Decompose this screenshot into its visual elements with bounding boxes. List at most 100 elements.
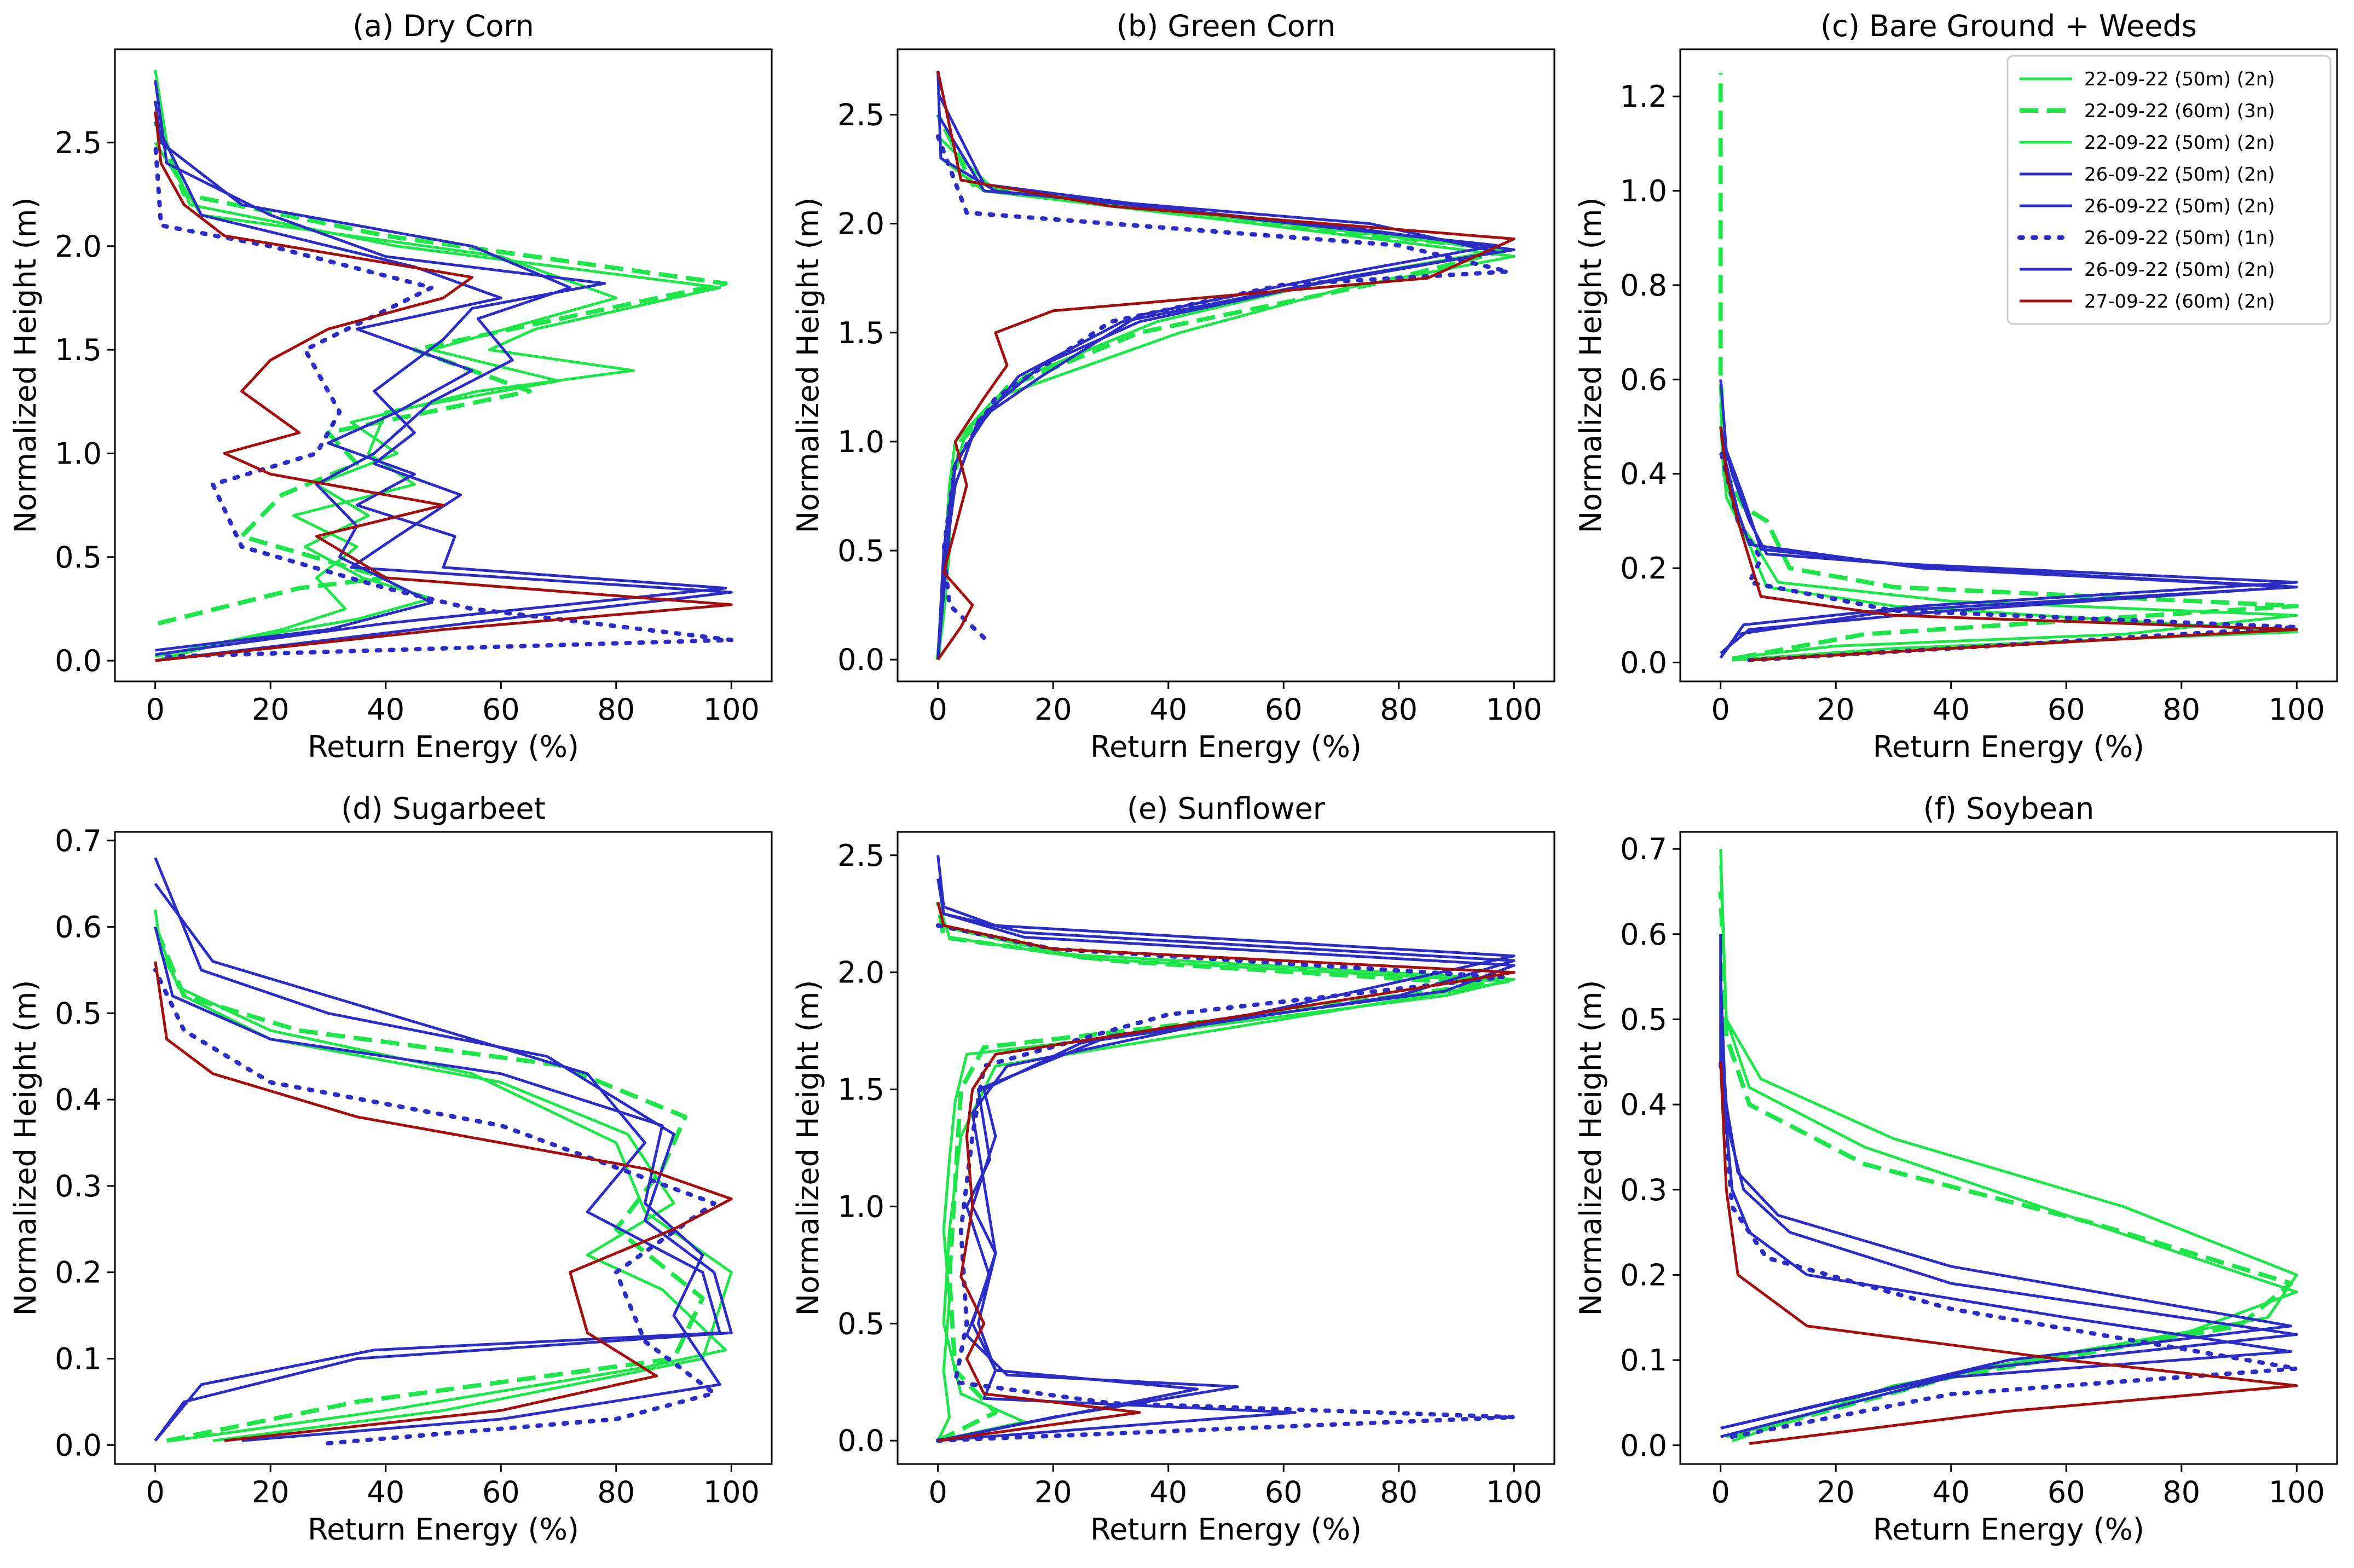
- x-tick-label: 80: [2162, 692, 2200, 727]
- series-line-5: [154, 883, 721, 1442]
- x-tick-label: 100: [1486, 1475, 1542, 1509]
- y-tick-label: 0.4: [1620, 457, 1667, 491]
- y-tick-label: 0.3: [55, 1169, 102, 1204]
- series-group: [153, 70, 734, 662]
- x-tick-label: 20: [1034, 1475, 1072, 1509]
- series-line-2: [1718, 891, 2293, 1439]
- y-tick-label: 0.2: [1620, 551, 1667, 586]
- y-tick-label: 0.5: [837, 534, 884, 568]
- x-tick-label: 100: [2269, 692, 2325, 727]
- x-tick-label: 40: [1932, 692, 1970, 727]
- legend-label: 26-09-22 (50m) (2n): [2084, 164, 2275, 186]
- y-tick-label: 0.3: [1620, 1173, 1667, 1207]
- series-line-7: [154, 926, 721, 1442]
- y-tick-label: 0.7: [1620, 832, 1667, 866]
- x-tick-label: 100: [703, 692, 760, 727]
- series-line-7: [154, 101, 572, 652]
- panel-title: (c) Bare Ground + Weeds: [1820, 9, 2197, 43]
- plot-frame: [1679, 48, 2338, 682]
- x-tick-label: 80: [1380, 692, 1418, 727]
- y-tick-label: 1.0: [55, 436, 102, 471]
- x-tick-label: 80: [597, 1475, 635, 1509]
- y-tick-label: 0.4: [55, 1083, 102, 1117]
- x-tick-label: 40: [367, 692, 404, 727]
- panel-6: 0 20 40 60 80 100 0.0 0.1 0.2 0.3 0.4 0.5 0.6 0.7 (f) …: [1574, 791, 2338, 1547]
- y-tick-label: 1.0: [837, 1189, 884, 1224]
- legend-box: [2006, 55, 2332, 325]
- series-line-6: [153, 968, 716, 1446]
- y-tick-label: 0.5: [55, 540, 102, 575]
- series-group: [935, 71, 1516, 661]
- y-tick-label: 1.5: [837, 1073, 884, 1107]
- x-tick-label: 40: [1149, 1475, 1187, 1509]
- series-line-3: [154, 142, 618, 658]
- x-tick-label: 20: [1817, 692, 1855, 727]
- x-tick-label: 0: [1711, 1475, 1730, 1509]
- x-tick-label: 40: [1149, 692, 1187, 727]
- x-axis-label: Return Energy (%): [1873, 1512, 2144, 1547]
- y-axis-label: Normalized Height (m): [791, 980, 825, 1316]
- y-tick-label: 2.0: [837, 207, 884, 241]
- series-line-7: [936, 92, 1499, 660]
- y-tick-label: 0.0: [837, 643, 884, 677]
- series-line-8: [936, 71, 1516, 661]
- x-tick-label: 20: [1034, 692, 1072, 727]
- panel-title: (a) Dry Corn: [352, 9, 534, 43]
- y-tick-label: 0.4: [1620, 1087, 1667, 1122]
- series-group: [153, 857, 733, 1446]
- y-axis-label: Normalized Height (m): [1574, 198, 1608, 534]
- y-tick-label: 0.2: [55, 1255, 102, 1290]
- panel-title: (f) Soybean: [1923, 791, 2094, 826]
- y-tick-label: 1.5: [55, 333, 102, 367]
- y-tick-label: 2.5: [55, 125, 102, 160]
- y-tick-label: 0.5: [1620, 1002, 1667, 1037]
- legend-label: 22-09-22 (50m) (2n): [2084, 132, 2275, 154]
- legend-label: 26-09-22 (50m) (2n): [2084, 195, 2275, 217]
- series-line-5: [154, 121, 727, 656]
- x-tick-label: 20: [1817, 1475, 1855, 1509]
- legend: 22-09-22 (50m) (2n) 22-09-22 (60m) (3n) 22…: [2006, 55, 2332, 325]
- x-tick-label: 60: [1265, 1475, 1303, 1509]
- x-tick-label: 0: [146, 1475, 165, 1509]
- panel-2: 0 20 40 60 80 100 0.0 0.5 1.0 1.5 2.0 2.5 (b) Green …: [791, 9, 1555, 764]
- series-line-4: [936, 71, 1516, 660]
- panel-5: 0 20 40 60 80 100 0.0 0.5 1.0 1.5 2.0 2.5 (e) Sunflo…: [791, 791, 1555, 1547]
- y-axis-label: Normalized Height (m): [791, 198, 825, 534]
- legend-label: 26-09-22 (50m) (2n): [2084, 259, 2275, 281]
- x-axis-label: Return Energy (%): [1090, 730, 1362, 764]
- panel-title: (b) Green Corn: [1117, 9, 1336, 43]
- x-tick-label: 0: [1711, 692, 1730, 727]
- x-axis-label: Return Energy (%): [308, 730, 579, 764]
- series-group: [935, 855, 1517, 1443]
- x-tick-label: 40: [1932, 1475, 1970, 1509]
- y-tick-label: 0.2: [1620, 1258, 1667, 1292]
- series-line-2: [935, 901, 1488, 1443]
- series-line-5: [936, 878, 1516, 1442]
- legend-label: 22-09-22 (50m) (2n): [2084, 68, 2275, 90]
- series-line-6: [153, 140, 734, 659]
- x-tick-label: 60: [2048, 1475, 2085, 1509]
- panel-3: 0 20 40 60 80 100 0.0 0.2 0.4 0.6 0.8 1.0 1.2 (c) Bar…: [1574, 9, 2338, 764]
- y-tick-label: 0.5: [55, 996, 102, 1031]
- series-line-5: [1719, 379, 2298, 659]
- y-tick-label: 2.5: [837, 838, 884, 873]
- series-line-8: [936, 901, 1516, 1442]
- x-axis-label: Return Energy (%): [1873, 730, 2144, 764]
- plot-frame: [114, 831, 773, 1465]
- series-line-4: [154, 80, 733, 662]
- x-tick-label: 100: [1486, 692, 1542, 727]
- y-tick-label: 2.0: [55, 229, 102, 264]
- x-tick-label: 60: [2048, 692, 2085, 727]
- x-tick-label: 20: [252, 692, 290, 727]
- x-tick-label: 0: [929, 1475, 947, 1509]
- y-axis-label: Normalized Height (m): [1574, 980, 1608, 1316]
- plot-frame: [897, 48, 1555, 682]
- y-tick-label: 1.0: [1620, 174, 1667, 209]
- series-line-6: [1718, 448, 2299, 663]
- y-tick-label: 0.0: [837, 1424, 884, 1458]
- y-axis-label: Normalized Height (m): [8, 198, 43, 534]
- y-tick-label: 0.6: [1620, 362, 1667, 397]
- series-line-1: [936, 71, 1516, 660]
- series-group: [1718, 73, 2299, 663]
